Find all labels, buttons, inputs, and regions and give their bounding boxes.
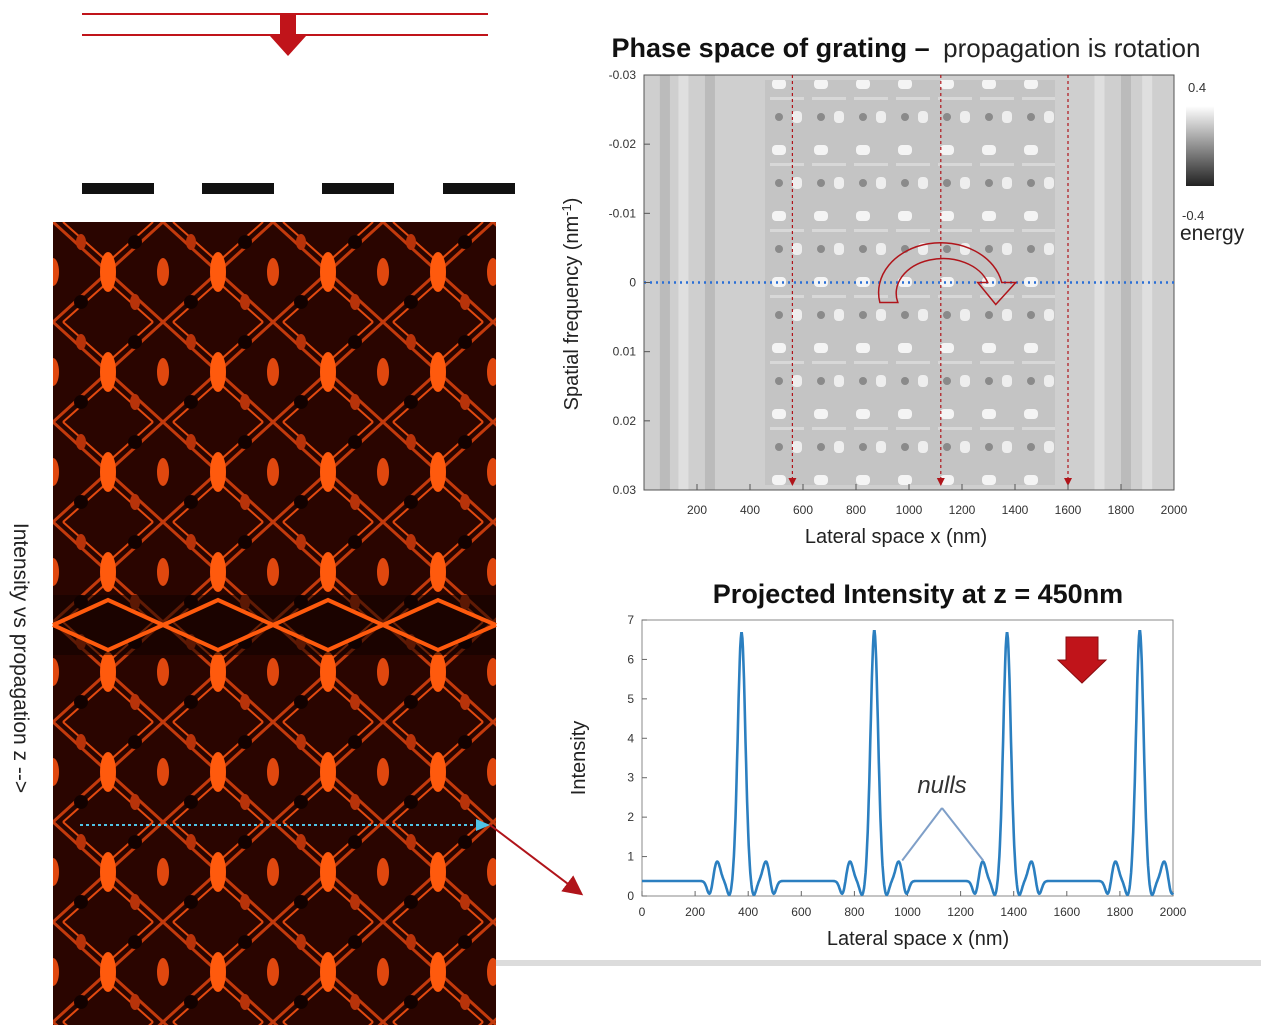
ylabel-close: ) xyxy=(561,198,583,205)
rotation-arc-arrow xyxy=(877,241,1018,306)
y-tick-label: 4 xyxy=(627,731,634,745)
guide-arrow-icon xyxy=(936,478,945,486)
x-tick-label: 1000 xyxy=(894,905,921,919)
grating-bar xyxy=(202,183,274,194)
colorbar-gradient xyxy=(1186,106,1214,186)
x-tick-label: 1600 xyxy=(1055,503,1082,517)
annotation-pointer xyxy=(901,807,943,862)
x-tick-label: 0 xyxy=(639,905,646,919)
x-tick-label: 1400 xyxy=(1002,503,1029,517)
line-x-label: Lateral space x (nm) xyxy=(827,928,1009,950)
y-tick-label: 6 xyxy=(627,652,634,666)
y-tick-label: 0 xyxy=(629,276,636,290)
grating-bar xyxy=(443,183,515,194)
title-rest: propagation is rotation xyxy=(943,33,1200,63)
x-tick-label: 200 xyxy=(687,503,707,517)
x-tick-label: 2000 xyxy=(1161,503,1188,517)
grating-bar xyxy=(322,183,394,194)
y-tick-label: 0 xyxy=(627,889,634,903)
x-tick-label: 1200 xyxy=(947,905,974,919)
edge-stripe xyxy=(1094,75,1105,490)
divider xyxy=(496,960,1261,966)
intensity-line-chart: Projected Intensity at z = 450nm 0 200 400… xyxy=(568,579,1187,950)
x-tick-label: 800 xyxy=(844,905,864,919)
phase-chart-title: Phase space of grating – propagation is … xyxy=(612,33,1201,63)
side-label: Intensity vs propagation z --> xyxy=(9,523,32,793)
x-tick-label: 1800 xyxy=(1107,905,1134,919)
grating-bar xyxy=(82,183,154,194)
x-tick-label: 1000 xyxy=(896,503,923,517)
annotation-pointer xyxy=(941,807,984,862)
x-tick-label: 2000 xyxy=(1160,905,1187,919)
guide-arrow-icon xyxy=(788,478,797,486)
line-chart-title: Projected Intensity at z = 450nm xyxy=(713,579,1123,609)
guide-arrow-icon xyxy=(1064,478,1072,486)
link-arrow xyxy=(489,824,584,896)
nulls-annotation: nulls xyxy=(901,772,984,862)
y-tick-label: 3 xyxy=(627,771,634,785)
down-arrow-icon xyxy=(1056,636,1108,684)
colorbar: 0.4 -0.4 energy xyxy=(1180,80,1245,245)
grating-dashes xyxy=(82,183,515,194)
y-tick-label: 2 xyxy=(627,810,634,824)
ylabel-main: Spatial frequency (nm xyxy=(561,216,583,411)
y-tick-label: 0.03 xyxy=(613,483,637,497)
y-tick-label: 7 xyxy=(627,613,634,627)
line-y-label: Intensity xyxy=(568,721,590,795)
propagation-intensity-image xyxy=(52,222,497,1025)
phase-y-label: Spatial frequency (nm-1) xyxy=(559,198,584,411)
colorbar-label: energy xyxy=(1180,222,1245,245)
x-tick-label: 400 xyxy=(740,503,760,517)
x-tick-label: 1400 xyxy=(1000,905,1027,919)
y-tick-label: 1 xyxy=(627,850,634,864)
slice-arrow-icon xyxy=(476,819,490,831)
edge-stripe xyxy=(704,75,715,490)
x-tick-label: 1800 xyxy=(1108,503,1135,517)
x-tick-label: 1200 xyxy=(949,503,976,517)
y-tick-label: 5 xyxy=(627,692,634,706)
y-tick-label: -0.03 xyxy=(609,68,637,82)
ylabel-sup: -1 xyxy=(559,204,574,216)
nulls-label: nulls xyxy=(917,772,966,799)
incident-beam-schematic xyxy=(82,13,488,56)
phase-x-label: Lateral space x (nm) xyxy=(805,526,987,548)
x-tick-label: 200 xyxy=(685,905,705,919)
x-tick-label: 1600 xyxy=(1053,905,1080,919)
x-tick-label: 400 xyxy=(738,905,758,919)
colorbar-min: -0.4 xyxy=(1182,208,1204,223)
edge-stripe xyxy=(678,75,689,490)
phase-space-chart: Phase space of grating – propagation is … xyxy=(559,33,1245,548)
y-tick-label: -0.02 xyxy=(609,137,637,151)
title-bold: Phase space of grating – xyxy=(612,33,930,63)
colorbar-max: 0.4 xyxy=(1188,80,1206,95)
x-tick-label: 600 xyxy=(791,905,811,919)
y-tick-label: -0.01 xyxy=(609,206,637,220)
edge-stripe xyxy=(1142,75,1153,490)
y-tick-label: 0.02 xyxy=(613,414,637,428)
edge-stripe xyxy=(659,75,670,490)
y-tick-label: 0.01 xyxy=(613,345,637,359)
x-tick-label: 600 xyxy=(793,503,813,517)
down-arrow-icon xyxy=(270,14,306,56)
x-tick-label: 800 xyxy=(846,503,866,517)
intensity-series-line xyxy=(642,630,1175,897)
